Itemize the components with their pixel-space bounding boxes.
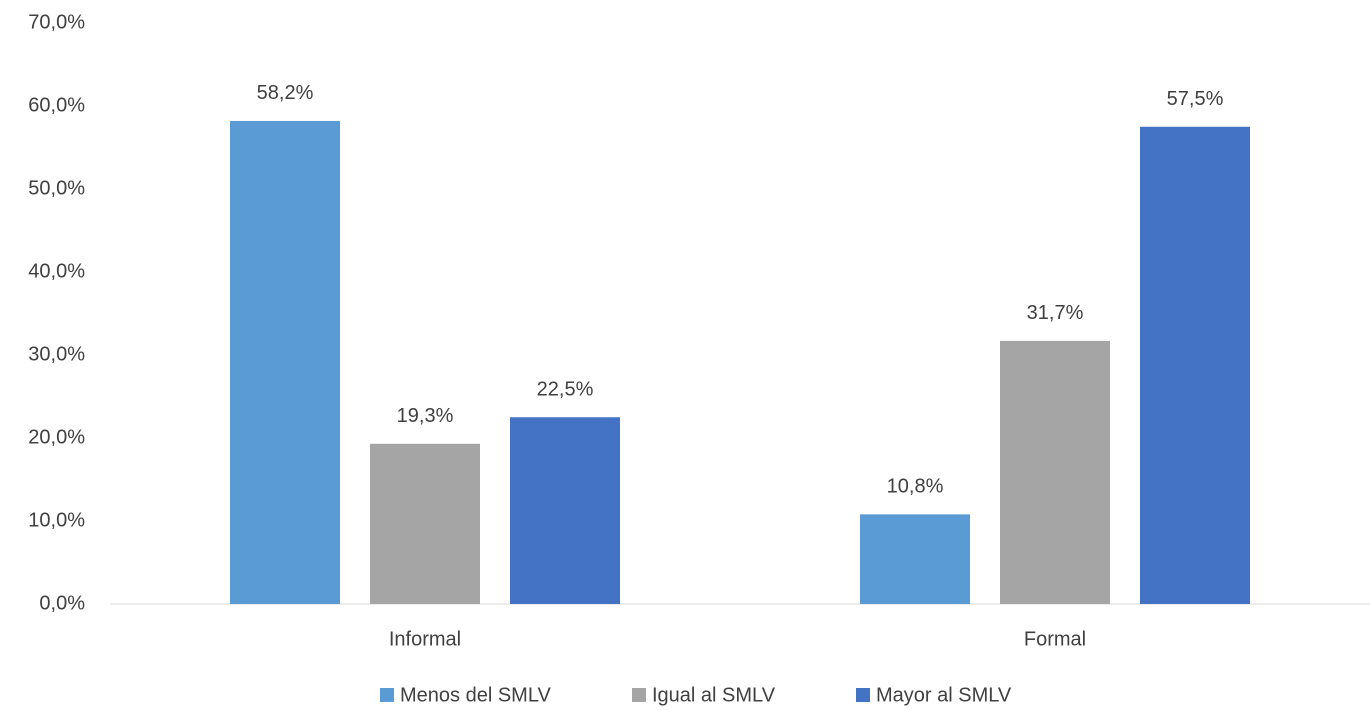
y-tick-label: 50,0% [28,177,85,199]
y-tick-label: 10,0% [28,509,85,531]
bar [1000,340,1110,604]
legend-swatch [380,688,394,702]
legend-label: Menos del SMLV [400,684,551,706]
y-tick-label: 20,0% [28,426,85,448]
legend-swatch [856,688,870,702]
data-label: 31,7% [1027,302,1084,324]
data-label: 58,2% [257,82,314,104]
data-label: 57,5% [1167,88,1224,110]
data-label: 19,3% [397,405,454,427]
data-label: 10,8% [887,476,944,498]
bar [860,514,970,604]
bar [370,443,480,604]
legend-label: Mayor al SMLV [876,684,1012,706]
y-tick-label: 0,0% [39,592,85,614]
bar [510,417,620,604]
legend-label: Igual al SMLV [652,684,776,706]
data-label: 22,5% [537,379,594,401]
bar [230,120,340,604]
y-tick-label: 70,0% [28,11,85,33]
legend-swatch [632,688,646,702]
bar [1140,126,1250,604]
x-tick-label: Formal [1024,628,1086,650]
x-tick-label: Informal [389,628,461,650]
y-tick-label: 40,0% [28,260,85,282]
y-tick-label: 60,0% [28,94,85,116]
y-tick-label: 30,0% [28,343,85,365]
